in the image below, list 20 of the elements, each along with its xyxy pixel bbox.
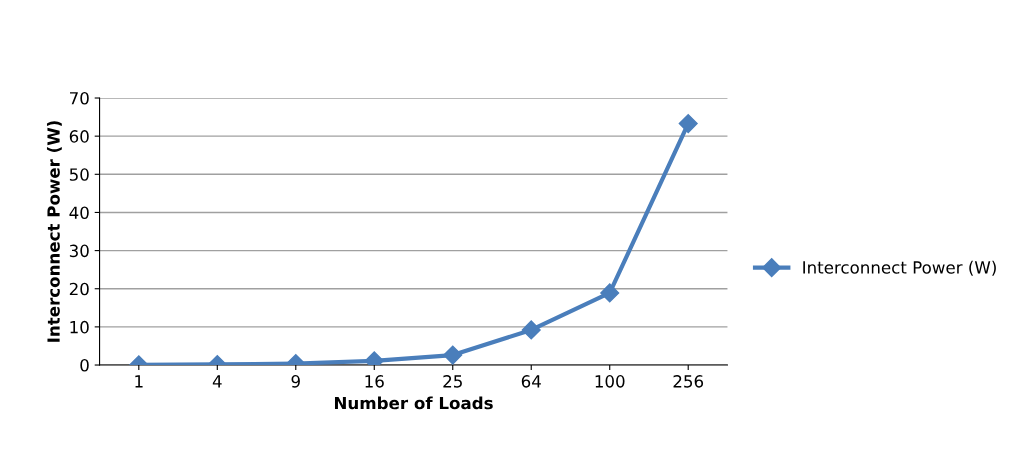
- y-tick-label: 40: [69, 206, 89, 220]
- y-tick-label: 20: [69, 282, 89, 296]
- x-tick-label: 100: [595, 375, 625, 388]
- x-tick-label: 25: [443, 375, 462, 388]
- x-tick-label: 64: [521, 375, 541, 388]
- x-tick-label: 4: [212, 375, 222, 388]
- legend-label: Interconnect Power (W): [803, 260, 996, 276]
- y-tick-label: 50: [69, 168, 89, 181]
- point: [678, 114, 698, 134]
- y-tick-label: 30: [69, 244, 89, 258]
- x-tick-label: 1: [135, 375, 143, 388]
- y-tick-label: 60: [69, 130, 89, 143]
- y-tick-label: 70: [70, 91, 89, 105]
- y-tick-label: 0: [80, 358, 89, 372]
- x-axis-title: Number of Loads: [334, 396, 493, 410]
- x-tick-label: 16: [365, 375, 384, 388]
- x-tick-label: 9: [291, 375, 300, 388]
- x-tick-label: 256: [673, 375, 704, 388]
- y-axis-title: Interconnect Power (W): [46, 121, 62, 342]
- y-tick-label: 10: [70, 320, 89, 334]
